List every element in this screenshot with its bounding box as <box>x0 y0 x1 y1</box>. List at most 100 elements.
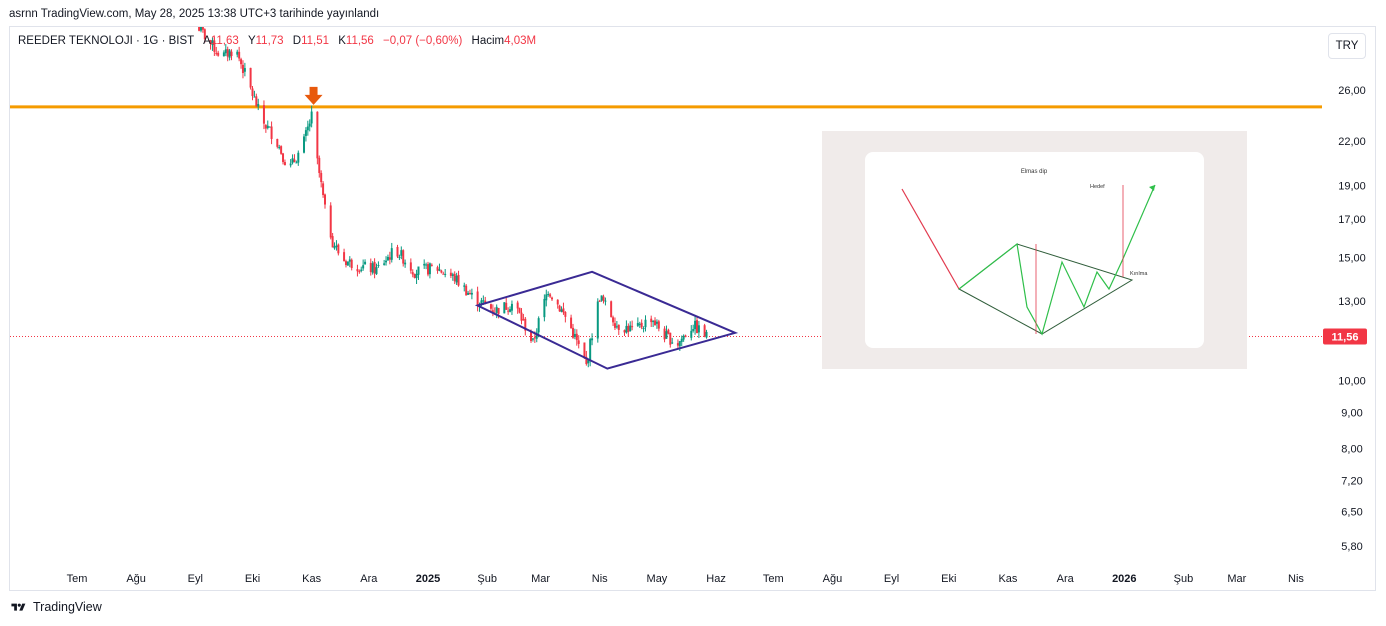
candle-body <box>358 271 361 273</box>
candle-body <box>308 123 311 127</box>
candle-body <box>585 356 588 365</box>
candle-body <box>549 294 552 297</box>
candle-body <box>545 294 548 301</box>
candle-body <box>350 259 353 269</box>
candle-body <box>571 327 574 338</box>
candle-body <box>270 126 273 139</box>
candle-body <box>547 294 550 296</box>
candle-body <box>524 318 527 331</box>
candle-body <box>323 194 326 205</box>
chart-pane[interactable]: 11,56 Elmas dip Hedef Kırılma 26,00 22,00 19… <box>9 26 1376 591</box>
candle-body <box>663 328 666 340</box>
x-tick-label: Eki <box>941 573 956 585</box>
candle-body <box>654 320 657 326</box>
candle-body <box>264 125 267 129</box>
y-tick-label: 13,00 <box>1338 296 1366 308</box>
candle-body <box>278 147 281 149</box>
footer-brand[interactable]: TradingView <box>9 600 102 614</box>
x-tick-label: May <box>647 573 668 585</box>
last-price-badge <box>1323 328 1367 345</box>
candle-body <box>564 312 567 317</box>
candle-body <box>480 300 483 304</box>
candle-body <box>303 136 306 153</box>
y-tick-label: 26,00 <box>1338 85 1366 97</box>
candle-body <box>360 269 363 271</box>
change-value: −0,07 (−0,60%) <box>383 35 463 47</box>
candle-body <box>510 303 513 311</box>
high-label: Y <box>247 35 256 47</box>
x-tick-label: Kas <box>302 573 321 585</box>
candle-body <box>199 27 202 31</box>
candle-body <box>598 300 601 302</box>
volume-label: Hacim <box>471 35 505 47</box>
price-chart[interactable]: 11,56 Elmas dip Hedef Kırılma 26,00 22,00 19… <box>10 27 1376 591</box>
candle-body <box>228 50 231 58</box>
candle-body <box>398 256 401 258</box>
candle-body <box>425 264 428 266</box>
open-value: 11,63 <box>210 35 239 47</box>
x-tick-label: Mar <box>531 573 550 585</box>
x-tick-label: Nis <box>592 573 608 585</box>
candle-body <box>369 262 372 272</box>
candle-body <box>657 321 660 329</box>
y-tick-label: 15,00 <box>1338 252 1366 264</box>
candle-body <box>318 157 321 174</box>
candle-body <box>209 40 212 44</box>
currency-button[interactable]: TRY <box>1328 33 1366 59</box>
candle-body <box>476 291 479 306</box>
diamond-pattern <box>474 270 739 370</box>
candle-body <box>615 326 618 328</box>
candle-body <box>531 338 534 340</box>
candle-body <box>251 88 254 97</box>
candle-body <box>430 264 433 266</box>
candle-body <box>364 261 367 265</box>
candle-body <box>692 329 695 331</box>
symbol-legend: REEDER TEKNOLOJI · 1G · BIST A11,63 Y11,… <box>18 35 536 47</box>
high-value: 11,73 <box>255 35 284 47</box>
candle-body <box>343 252 346 262</box>
candle-body <box>224 49 227 54</box>
candle-body <box>215 52 218 54</box>
tradingview-logo-icon <box>11 603 26 611</box>
x-tick-label: Kas <box>998 573 1017 585</box>
candle-body <box>438 269 441 271</box>
candle-body <box>640 322 643 328</box>
candle-body <box>463 285 466 287</box>
candle-body <box>333 246 336 249</box>
x-tick-label: Eyl <box>188 573 203 585</box>
candle-body <box>213 40 216 52</box>
inset-target-arrow-icon <box>1149 185 1155 191</box>
candle-body <box>280 146 283 154</box>
candle-body <box>388 257 391 260</box>
candle-body <box>583 342 586 359</box>
symbol-name[interactable]: REEDER TEKNOLOJI · 1G · BIST <box>18 35 194 47</box>
candle-body <box>201 27 204 30</box>
candle-body <box>238 51 241 59</box>
candle-body <box>203 29 206 40</box>
candle-body <box>346 261 349 266</box>
brand-name: TradingView <box>33 600 102 614</box>
candle-body <box>329 205 332 238</box>
close-label: K <box>338 35 346 47</box>
inset-title: Elmas dip <box>1021 169 1048 175</box>
candle-body <box>507 310 510 312</box>
candle-body <box>520 312 523 321</box>
candle-body <box>268 126 271 128</box>
candle-body <box>226 49 229 57</box>
price-axis[interactable] <box>1322 27 1376 565</box>
candle-body <box>669 332 672 345</box>
candle-body <box>495 306 498 313</box>
candle-body <box>509 309 512 312</box>
candle-body <box>465 285 468 296</box>
candle-body <box>667 329 670 334</box>
last-price-label: 11,56 <box>1332 331 1359 343</box>
candle-body <box>449 272 452 276</box>
candle-body <box>543 298 546 318</box>
candle-body <box>304 130 307 136</box>
y-tick-label: 22,00 <box>1338 136 1366 148</box>
candle-body <box>375 267 378 275</box>
candle-body <box>211 40 214 46</box>
candle-body <box>491 310 494 313</box>
candle-body <box>642 328 645 330</box>
candle-body <box>297 152 300 163</box>
